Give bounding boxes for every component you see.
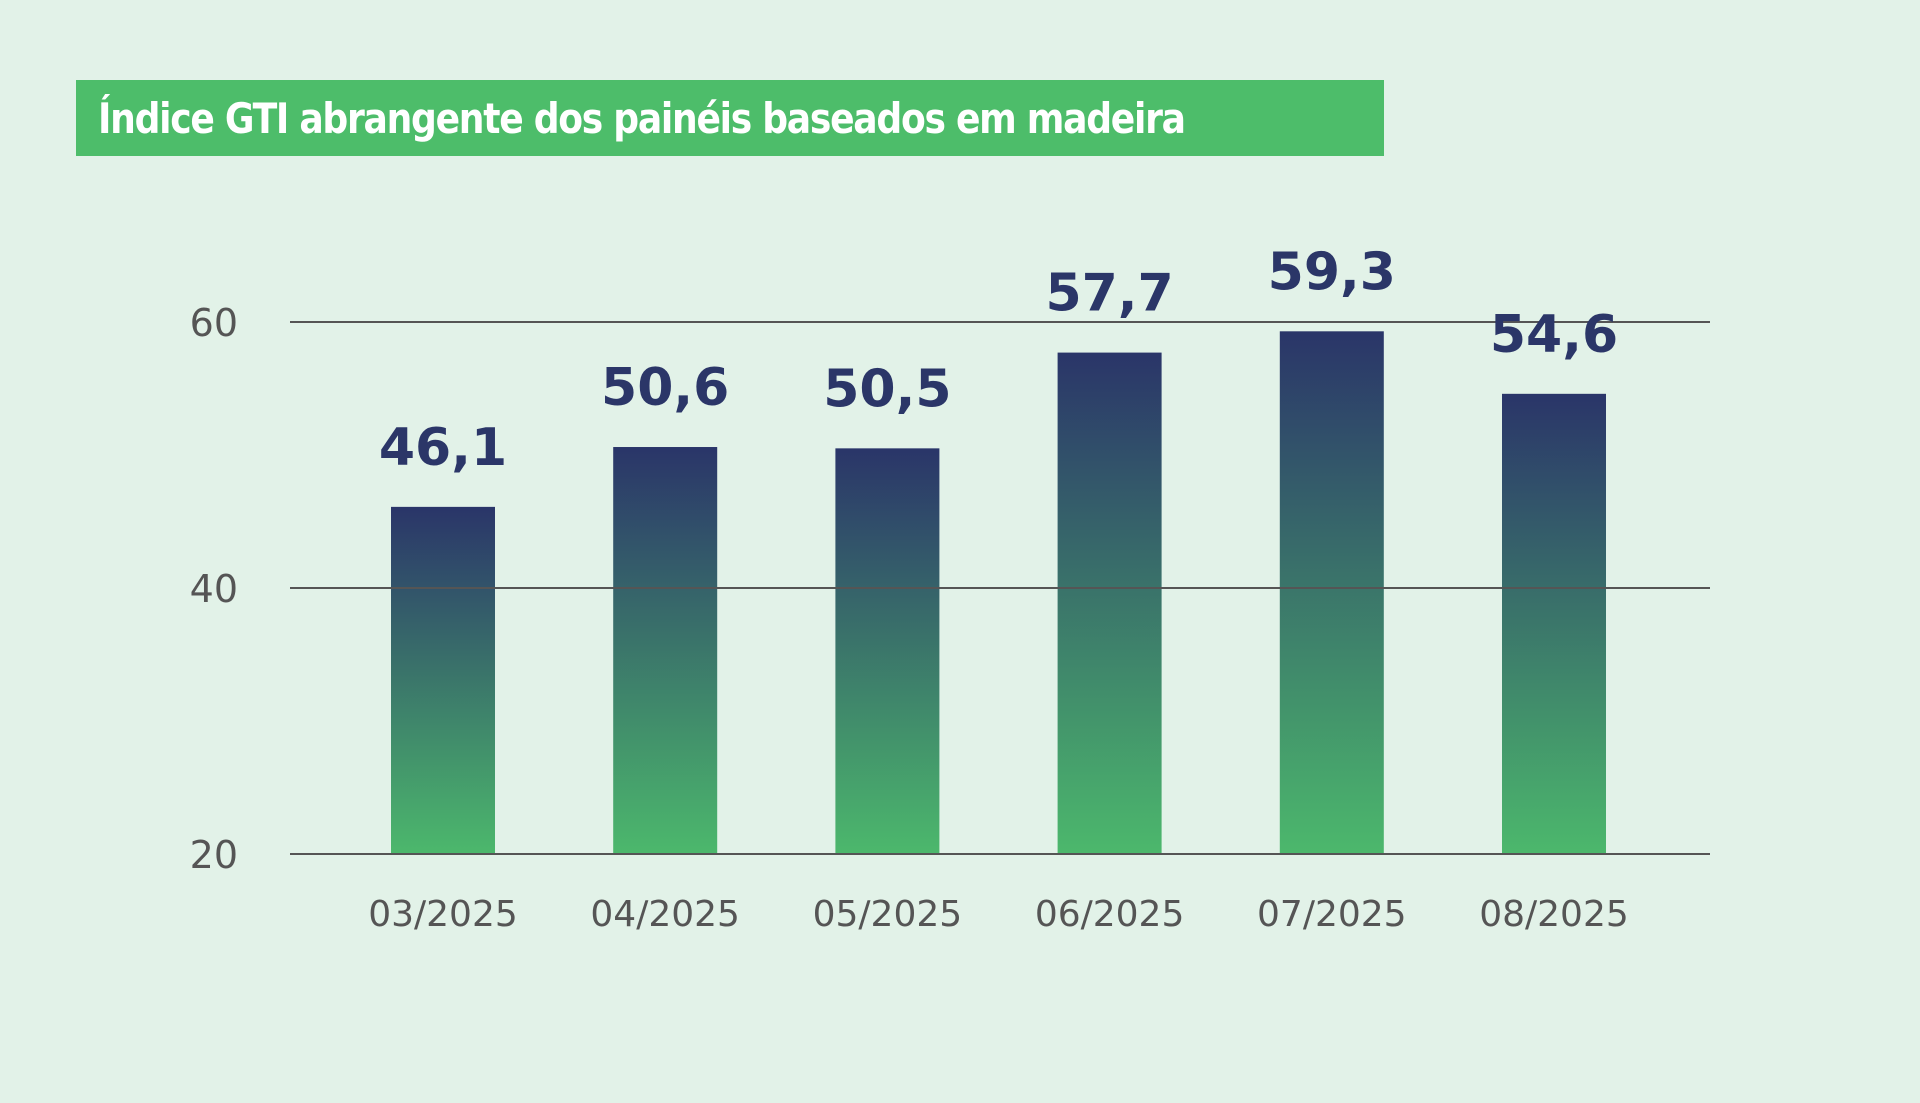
data-label: 50,5	[823, 359, 951, 419]
x-category-label: 03/2025	[368, 894, 518, 935]
chart-title-banner: Índice GTI abrangente dos painéis basead…	[76, 80, 1384, 156]
chart-title: Índice GTI abrangente dos painéis basead…	[98, 93, 1186, 143]
data-label: 54,6	[1490, 305, 1618, 365]
bar-05/2025	[835, 448, 940, 854]
bar-04/2025	[613, 447, 718, 854]
x-category-label: 07/2025	[1257, 894, 1407, 935]
x-category-label: 06/2025	[1035, 894, 1185, 935]
bars	[290, 321, 1710, 855]
data-label: 59,3	[1268, 242, 1396, 302]
x-category-label: 04/2025	[590, 894, 740, 935]
data-labels: 46,1 50,6 50,5 57,7 59,3 54,6	[379, 242, 1618, 478]
data-label: 57,7	[1045, 264, 1173, 324]
bar-06/2025	[1057, 352, 1162, 854]
y-tick-label: 40	[190, 567, 238, 611]
y-axis-ticks: 20 40 60	[190, 301, 238, 877]
bar-03/2025	[391, 506, 495, 854]
bar-08/2025	[1502, 393, 1606, 854]
bar-07/2025	[1279, 331, 1384, 854]
y-tick-label: 20	[190, 833, 238, 877]
x-category-label: 05/2025	[813, 894, 963, 935]
x-axis-categories: 03/2025 04/2025 05/2025 06/2025 07/2025 08/20…	[368, 894, 1629, 935]
data-label: 50,6	[601, 358, 729, 418]
data-label: 46,1	[379, 418, 507, 478]
y-tick-label: 60	[190, 301, 238, 345]
x-category-label: 08/2025	[1479, 894, 1629, 935]
